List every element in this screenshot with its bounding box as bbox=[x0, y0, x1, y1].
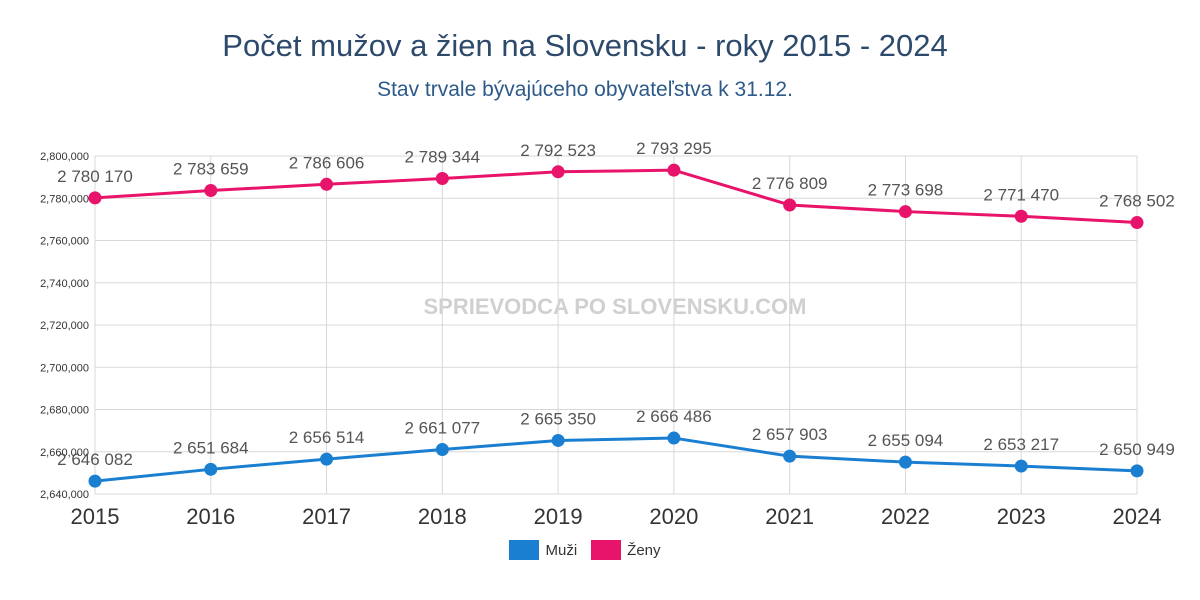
data-point-zeny bbox=[667, 163, 681, 177]
data-point-muzi bbox=[1014, 459, 1028, 473]
data-label-zeny: 2 786 606 bbox=[289, 153, 365, 172]
y-tick-label: 2,700,000 bbox=[40, 362, 89, 374]
data-point-zeny bbox=[1014, 209, 1028, 223]
data-label-zeny: 2 780 170 bbox=[57, 167, 133, 186]
data-point-muzi bbox=[551, 433, 565, 447]
data-label-zeny: 2 776 809 bbox=[752, 174, 828, 193]
x-tick-label: 2023 bbox=[997, 504, 1046, 529]
y-tick-label: 2,740,000 bbox=[40, 278, 89, 290]
chart-subtitle: Stav trvale bývajúceho obyvateľstva k 31… bbox=[377, 78, 793, 101]
data-point-muzi bbox=[1130, 464, 1144, 478]
data-label-muzi: 2 656 514 bbox=[289, 428, 365, 447]
data-point-muzi bbox=[88, 474, 102, 488]
data-point-muzi bbox=[667, 431, 681, 445]
data-label-muzi: 2 651 684 bbox=[173, 438, 249, 457]
legend-label-zeny: Ženy bbox=[627, 541, 661, 559]
series-line-zeny bbox=[94, 168, 1138, 225]
data-label-muzi: 2 646 082 bbox=[57, 450, 133, 469]
data-point-zeny bbox=[898, 205, 912, 219]
legend-label-muzi: Muži bbox=[545, 541, 578, 559]
data-point-zeny bbox=[783, 198, 797, 212]
data-point-zeny bbox=[320, 177, 334, 191]
y-tick-label: 2,640,000 bbox=[40, 489, 89, 501]
data-point-zeny bbox=[551, 165, 565, 179]
y-tick-label: 2,680,000 bbox=[40, 405, 89, 417]
data-point-zeny bbox=[435, 172, 449, 186]
x-tick-label: 2020 bbox=[649, 504, 698, 529]
legend-swatch-muzi bbox=[509, 540, 540, 560]
data-label-muzi: 2 666 486 bbox=[636, 407, 712, 426]
x-tick-label: 2017 bbox=[302, 504, 351, 529]
x-tick-label: 2015 bbox=[71, 504, 120, 529]
data-label-zeny: 2 773 698 bbox=[868, 181, 944, 200]
y-tick-label: 2,720,000 bbox=[40, 320, 89, 332]
x-tick-label: 2019 bbox=[534, 504, 583, 529]
data-point-muzi bbox=[320, 452, 334, 466]
data-label-muzi: 2 661 077 bbox=[405, 418, 481, 437]
data-label-zeny: 2 792 523 bbox=[520, 141, 596, 160]
y-tick-label: 2,660,000 bbox=[40, 447, 89, 459]
data-label-zeny: 2 789 344 bbox=[405, 148, 481, 167]
data-point-muzi bbox=[898, 455, 912, 469]
y-tick-label: 2,780,000 bbox=[40, 193, 89, 205]
data-label-muzi: 2 657 903 bbox=[752, 425, 828, 444]
x-tick-label: 2018 bbox=[418, 504, 467, 529]
legend-swatch-zeny bbox=[591, 540, 622, 560]
chart-legend: Muži Ženy bbox=[0, 540, 1170, 560]
x-tick-label: 2024 bbox=[1113, 504, 1162, 529]
chart-title: Počet mužov a žien na Slovensku - roky 2… bbox=[222, 28, 948, 63]
data-point-muzi bbox=[204, 462, 218, 476]
data-label-muzi: 2 653 217 bbox=[983, 435, 1059, 454]
watermark-text: SPRIEVODCA PO SLOVENSKU.COM bbox=[423, 294, 806, 319]
data-point-muzi bbox=[435, 442, 449, 456]
data-label-zeny: 2 768 502 bbox=[1099, 192, 1175, 211]
data-label-zeny: 2 771 470 bbox=[983, 185, 1059, 204]
x-tick-label: 2022 bbox=[881, 504, 930, 529]
legend-item-zeny[interactable]: Ženy bbox=[591, 540, 661, 560]
series-line-muzi bbox=[94, 436, 1138, 483]
data-label-muzi: 2 650 949 bbox=[1099, 440, 1175, 459]
data-point-zeny bbox=[1130, 216, 1144, 230]
data-label-zeny: 2 783 659 bbox=[173, 160, 249, 179]
data-label-muzi: 2 665 350 bbox=[520, 409, 596, 428]
data-label-zeny: 2 793 295 bbox=[636, 139, 712, 158]
data-point-zeny bbox=[88, 191, 102, 205]
data-point-zeny bbox=[204, 184, 218, 198]
data-point-muzi bbox=[783, 449, 797, 463]
x-tick-label: 2021 bbox=[765, 504, 814, 529]
y-tick-label: 2,800,000 bbox=[40, 151, 89, 163]
y-tick-label: 2,760,000 bbox=[40, 236, 89, 248]
data-label-muzi: 2 655 094 bbox=[868, 431, 944, 450]
x-tick-label: 2016 bbox=[186, 504, 235, 529]
legend-item-muzi[interactable]: Muži bbox=[509, 540, 577, 560]
